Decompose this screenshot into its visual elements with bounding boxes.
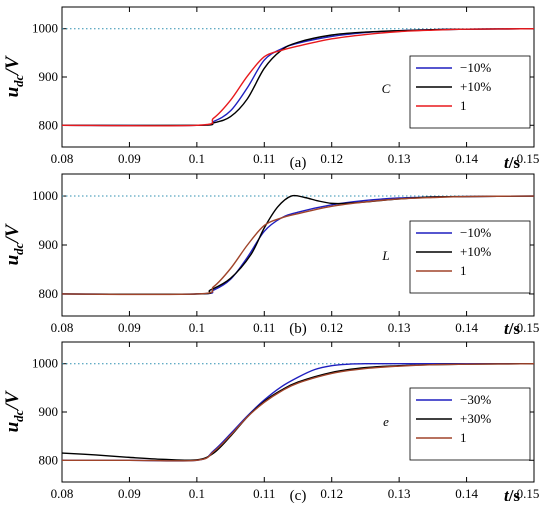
y-tick-label: 1000 — [32, 188, 58, 203]
parameter-label: C — [382, 81, 391, 96]
x-tick-label: 0.09 — [118, 151, 141, 166]
parameter-label: e — [383, 414, 389, 429]
y-tick-label: 800 — [39, 286, 59, 301]
legend-entry: −30% — [460, 392, 491, 407]
y-label-subscript: dc — [11, 74, 26, 87]
y-tick-label: 900 — [39, 69, 59, 84]
legend: −10% +10% 1 — [409, 55, 531, 129]
y-label-subscript: dc — [11, 409, 26, 422]
x-tick-label: 0.12 — [320, 486, 343, 501]
series-line-2 — [62, 195, 534, 296]
legend: −30% +30% 1 — [409, 387, 531, 461]
legend-entry: 1 — [460, 98, 467, 113]
x-tick-label: 0.13 — [388, 151, 411, 166]
x-tick-label: 0.11 — [253, 486, 275, 501]
x-axis-label: t/s — [504, 153, 520, 172]
y-tick-label: 900 — [39, 237, 59, 252]
x-tick-label: 0.08 — [51, 320, 74, 335]
legend-entry: 1 — [460, 263, 467, 278]
x-axis-label: t/s — [504, 319, 520, 338]
y-axis-label: udc/V — [2, 55, 26, 97]
y-tick-label: 800 — [39, 452, 59, 467]
legend-entry: +10% — [460, 244, 491, 259]
x-tick-label: 0.15 — [517, 151, 540, 166]
x-tick-label: 0.13 — [388, 486, 411, 501]
y-label-symbol: u — [2, 422, 23, 433]
legend-entry: 1 — [460, 430, 467, 445]
x-tick-label: 0.14 — [455, 151, 478, 166]
panel-b: 0.08 0.09 0.1 0.11 0.12 0.13 0.14 0.15 800 900 100… — [2, 173, 540, 338]
legend-entry: −10% — [460, 225, 491, 240]
x-axis-label: t/s — [504, 486, 520, 505]
y-tick-label: 900 — [39, 404, 59, 419]
panel-caption: (c) — [290, 488, 307, 504]
x-tick-label: 0.13 — [388, 320, 411, 335]
y-label-subscript: dc — [11, 242, 26, 255]
x-tick-label: 0.08 — [51, 151, 74, 166]
series-line-2 — [62, 363, 534, 462]
panel-c: 0.08 0.09 0.1 0.11 0.12 0.13 0.14 0.15 800 900 100… — [2, 341, 540, 505]
x-tick-label: 0.11 — [253, 151, 275, 166]
parameter-label: L — [381, 248, 389, 263]
y-axis-label: udc/V — [2, 390, 26, 432]
x-label-unit: /s — [508, 486, 521, 505]
panel-caption: (b) — [289, 321, 307, 337]
x-tick-label: 0.14 — [455, 486, 478, 501]
x-label-symbol: t — [504, 153, 510, 172]
x-label-unit: /s — [508, 319, 521, 338]
panel-caption: (a) — [290, 155, 307, 171]
y-axis-label: udc/V — [2, 223, 26, 265]
x-label-symbol: t — [504, 486, 510, 505]
x-tick-label: 0.1 — [189, 151, 205, 166]
y-label-symbol: u — [2, 255, 23, 266]
x-tick-label: 0.15 — [517, 486, 540, 501]
y-label-unit: /V — [2, 390, 23, 411]
x-tick-label: 0.12 — [320, 320, 343, 335]
x-tick-label: 0.1 — [189, 320, 205, 335]
y-tick-label: 800 — [39, 117, 59, 132]
y-tick-label: 1000 — [32, 21, 58, 36]
series-line-2 — [62, 28, 534, 127]
y-label-symbol: u — [2, 87, 23, 98]
x-tick-label: 0.09 — [118, 486, 141, 501]
x-label-symbol: t — [504, 319, 510, 338]
legend-entry: +30% — [460, 411, 491, 426]
y-label-unit: /V — [2, 55, 23, 76]
x-tick-label: 0.1 — [189, 486, 205, 501]
x-tick-label: 0.11 — [253, 320, 275, 335]
x-tick-label: 0.15 — [517, 320, 540, 335]
x-tick-label: 0.09 — [118, 320, 141, 335]
x-tick-label: 0.14 — [455, 320, 478, 335]
legend: −10% +10% 1 — [409, 220, 531, 294]
y-tick-label: 1000 — [32, 356, 58, 371]
x-tick-label: 0.12 — [320, 151, 343, 166]
legend-entry: −10% — [460, 60, 491, 75]
x-label-unit: /s — [508, 153, 521, 172]
panel-a: 0.08 0.09 0.1 0.11 0.12 0.13 0.14 0.15 800 900 100… — [2, 6, 540, 172]
x-tick-label: 0.08 — [51, 486, 74, 501]
y-label-unit: /V — [2, 223, 23, 244]
legend-entry: +10% — [460, 79, 491, 94]
